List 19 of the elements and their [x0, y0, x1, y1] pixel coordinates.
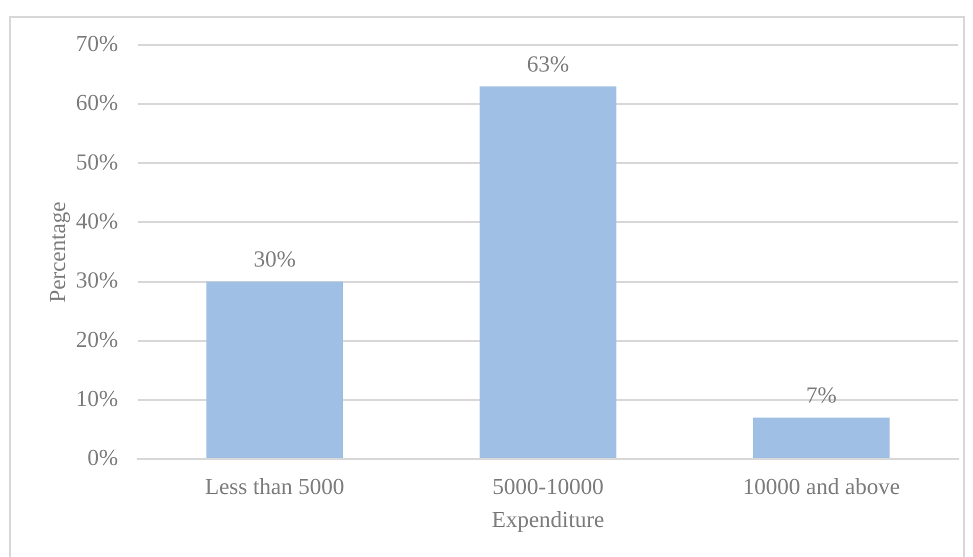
x-tick-label: 10000 and above: [742, 474, 900, 499]
y-tick-label: 40%: [76, 208, 118, 234]
y-tick-label: 0%: [87, 445, 118, 470]
bar: [206, 282, 343, 458]
y-tick-label: 70%: [76, 31, 118, 56]
bar: [753, 418, 890, 458]
x-tick-label: 5000-10000: [492, 474, 604, 499]
y-tick-label: 30%: [76, 268, 118, 293]
data-label: 30%: [254, 246, 296, 272]
y-tick-label: 50%: [76, 149, 118, 174]
y-axis-title: Percentage: [44, 202, 70, 302]
x-axis-title: Expenditure: [492, 507, 604, 532]
data-label: 7%: [806, 382, 837, 408]
y-tick-label: 20%: [76, 326, 118, 352]
data-label: 63%: [526, 51, 570, 76]
y-tick-label: 60%: [76, 90, 118, 116]
x-tick-label: Less than 5000: [205, 474, 344, 499]
bar: [480, 86, 616, 458]
y-tick-label: 10%: [76, 386, 118, 411]
